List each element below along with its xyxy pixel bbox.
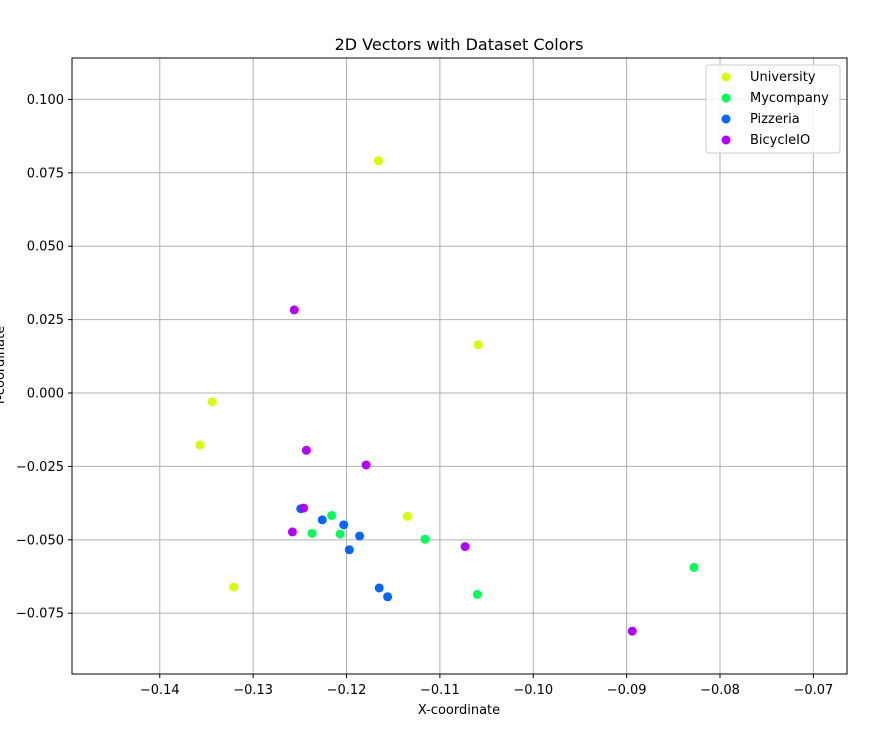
x-tick-label: −0.13	[233, 683, 273, 698]
y-tick-label: 0.050	[27, 240, 64, 255]
y-axis-label: Y-coordinate	[0, 326, 8, 407]
point-pizzeria	[317, 515, 327, 525]
legend-marker-bicycleio	[721, 135, 731, 145]
grid-lines	[72, 58, 847, 674]
point-mycompany	[420, 534, 430, 544]
point-bicycleio	[301, 445, 311, 455]
x-tick-label: −0.07	[793, 683, 833, 698]
point-university	[207, 397, 217, 407]
x-tick-label: −0.08	[700, 683, 740, 698]
legend-label-pizzeria: Pizzeria	[750, 112, 800, 127]
point-mycompany	[307, 528, 317, 538]
y-tick-label: 0.075	[27, 166, 64, 181]
point-mycompany	[327, 510, 337, 520]
point-mycompany	[689, 562, 699, 572]
legend-label-mycompany: Mycompany	[750, 91, 829, 106]
point-mycompany	[335, 529, 345, 539]
y-tick-label: 0.025	[27, 313, 64, 328]
x-tick-label: −0.14	[140, 683, 180, 698]
x-axis-label: X-coordinate	[418, 703, 500, 718]
point-pizzeria	[374, 583, 384, 593]
y-axis-ticks: −0.075 −0.050 −0.025 0.000 0.025 0.050 0.075 0.…	[16, 93, 72, 622]
chart-title: 2D Vectors with Dataset Colors	[335, 35, 584, 54]
x-tick-label: −0.09	[607, 683, 647, 698]
legend-marker-mycompany	[721, 93, 731, 103]
point-university	[229, 582, 239, 592]
point-bicycleio	[460, 542, 470, 552]
point-pizzeria	[344, 545, 354, 555]
legend-marker-pizzeria	[721, 114, 731, 124]
point-mycompany	[472, 589, 482, 599]
point-university	[195, 440, 205, 450]
legend-label-university: University	[750, 70, 816, 85]
legend: University Mycompany Pizzeria BicycleIO	[705, 64, 841, 154]
legend-marker-university	[721, 72, 731, 82]
legend-box	[705, 64, 841, 154]
plot-frame	[71, 57, 848, 675]
legend-label-bicycleio: BicycleIO	[750, 133, 810, 148]
point-pizzeria	[339, 520, 349, 530]
point-bicycleio	[299, 503, 309, 513]
point-university	[373, 156, 383, 166]
point-pizzeria	[355, 531, 365, 541]
x-axis-ticks: −0.14 −0.13 −0.12 −0.11 −0.10 −0.09 −0.08 −0.07	[140, 674, 833, 698]
x-tick-label: −0.12	[327, 683, 367, 698]
y-tick-label: 0.100	[27, 93, 64, 108]
y-tick-label: −0.025	[16, 460, 64, 475]
point-university	[473, 340, 483, 350]
data-points	[195, 156, 699, 636]
point-university	[402, 511, 412, 521]
point-bicycleio	[287, 527, 297, 537]
y-tick-label: −0.075	[16, 607, 64, 622]
x-tick-label: −0.11	[420, 683, 460, 698]
y-tick-label: 0.000	[27, 387, 64, 402]
point-pizzeria	[383, 592, 393, 602]
point-bicycleio	[627, 626, 637, 636]
x-tick-label: −0.10	[513, 683, 553, 698]
y-tick-label: −0.050	[16, 533, 64, 548]
point-bicycleio	[289, 305, 299, 315]
point-bicycleio	[361, 460, 371, 470]
